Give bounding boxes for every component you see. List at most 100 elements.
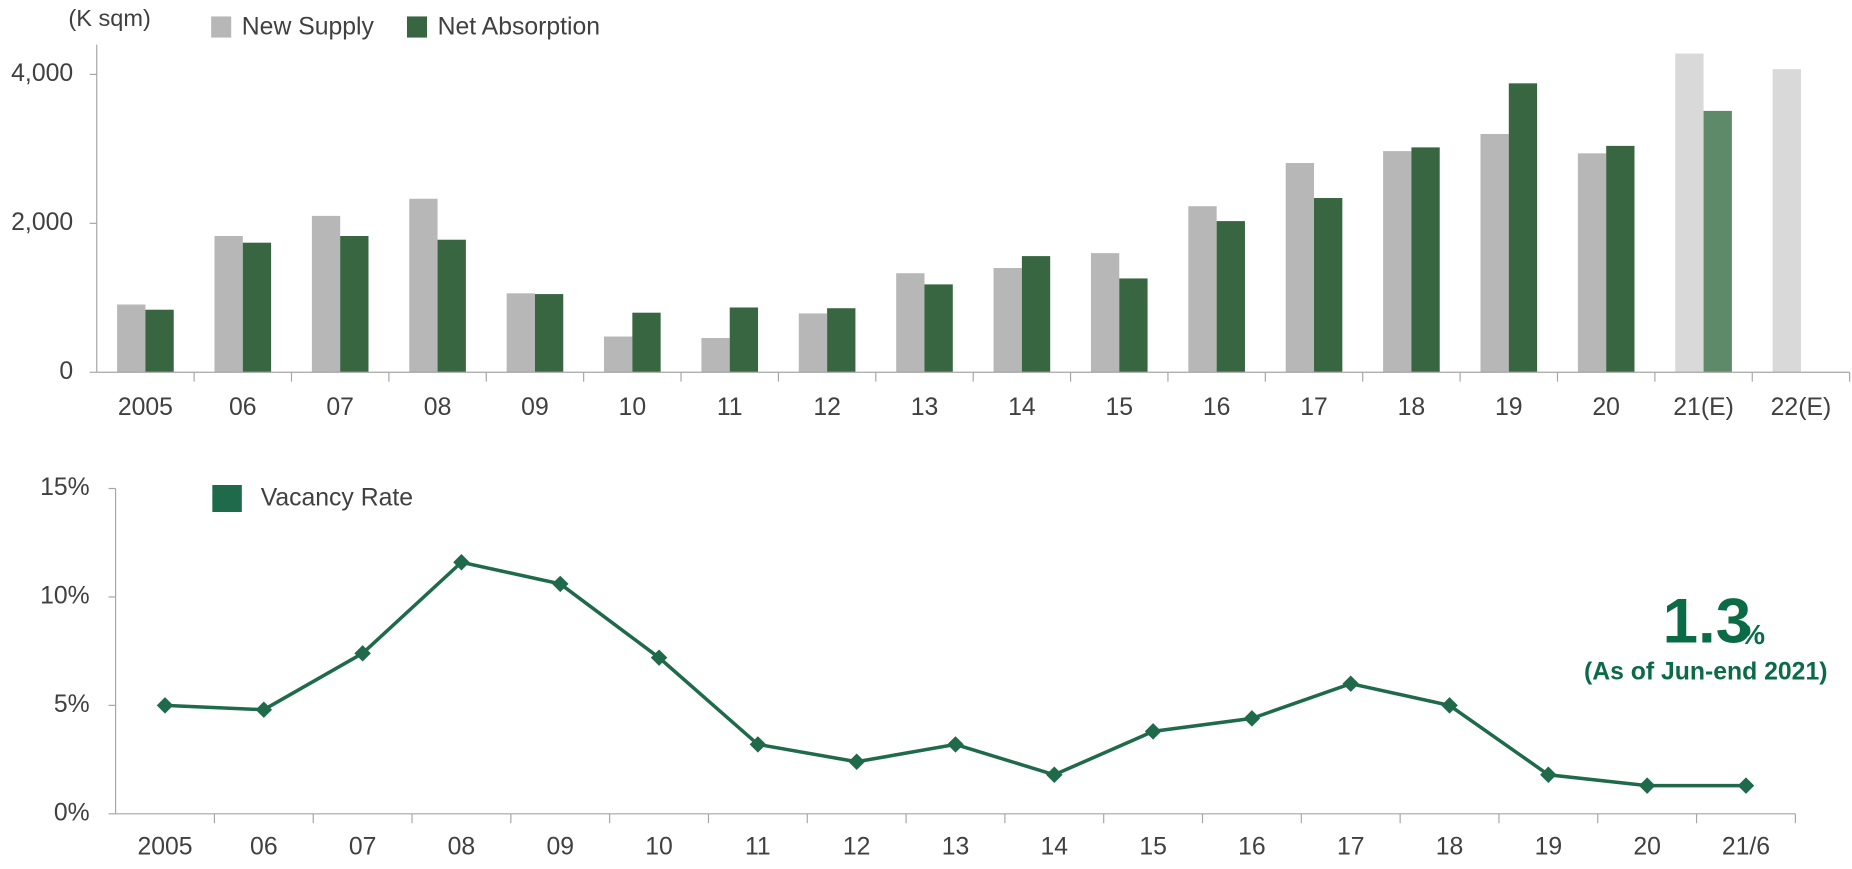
marker xyxy=(1342,675,1359,692)
marker xyxy=(1737,777,1755,794)
x-tick-label: 06 xyxy=(229,394,257,421)
x-tick-label: 12 xyxy=(813,394,841,421)
bar xyxy=(1606,145,1635,373)
marker xyxy=(848,753,865,770)
legend-swatch xyxy=(406,16,428,38)
bar xyxy=(506,293,535,373)
x-tick-label: 15 xyxy=(1105,394,1133,421)
bar xyxy=(1508,83,1538,373)
marker xyxy=(1638,777,1656,794)
bar xyxy=(993,268,1022,373)
x-tick-label: 2005 xyxy=(137,833,192,860)
x-tick-label: 16 xyxy=(1238,833,1266,860)
marker xyxy=(354,645,371,662)
x-tick-label: 20 xyxy=(1592,394,1620,421)
x-tick-label: 10 xyxy=(645,833,673,860)
bar xyxy=(1090,253,1120,373)
x-tick-label: 20 xyxy=(1633,833,1661,860)
marker xyxy=(1046,766,1063,783)
x-tick-label: 21/6 xyxy=(1722,833,1770,860)
marker xyxy=(255,701,273,718)
x-tick-label: 09 xyxy=(546,833,574,860)
bar xyxy=(798,313,828,373)
marker xyxy=(453,554,470,571)
x-tick-label: 22(E) xyxy=(1771,394,1832,421)
bar xyxy=(701,338,730,373)
x-tick-label: 13 xyxy=(911,394,939,421)
y-tick-label: 5% xyxy=(54,691,90,718)
bar xyxy=(145,309,174,373)
bar xyxy=(409,198,438,373)
bar xyxy=(1216,221,1245,373)
bar xyxy=(1188,206,1217,373)
bar xyxy=(214,235,243,373)
bar xyxy=(1675,53,1704,373)
bar xyxy=(1021,256,1051,373)
x-tick-label: 21(E) xyxy=(1673,394,1734,421)
marker xyxy=(156,697,174,714)
x-tick-label: 06 xyxy=(250,833,278,860)
bar xyxy=(632,312,661,373)
x-tick-label: 17 xyxy=(1337,833,1365,860)
annotation-value: 1.3 xyxy=(1663,586,1752,657)
y-tick-label: 15% xyxy=(40,474,90,501)
annotation-unit: % xyxy=(1740,618,1765,650)
x-tick-label: 08 xyxy=(424,394,452,421)
x-tick-label: 19 xyxy=(1495,394,1523,421)
y-tick-label: 0 xyxy=(59,358,73,385)
x-tick-label: 10 xyxy=(619,394,647,421)
legend-label: New Supply xyxy=(242,14,375,41)
bar xyxy=(1577,153,1607,373)
bar xyxy=(924,284,953,373)
legend-swatch xyxy=(211,16,232,38)
bar xyxy=(827,308,856,373)
x-tick-label: 07 xyxy=(326,394,354,421)
bar xyxy=(437,239,466,373)
bar xyxy=(534,294,564,373)
y-tick-label: 0% xyxy=(54,799,90,826)
x-tick-label: 14 xyxy=(1041,833,1069,860)
bar xyxy=(1480,133,1509,373)
y-tick-label: 10% xyxy=(40,583,90,610)
bar xyxy=(1703,110,1732,373)
x-tick-label: 19 xyxy=(1535,833,1563,860)
x-tick-label: 08 xyxy=(448,833,476,860)
legend-label: Vacancy Rate xyxy=(261,485,413,512)
x-tick-label: 09 xyxy=(521,394,549,421)
bar xyxy=(311,215,341,373)
bar xyxy=(1772,69,1801,373)
x-tick-label: 18 xyxy=(1398,394,1426,421)
bar xyxy=(117,304,146,373)
bar xyxy=(340,235,369,373)
x-tick-label: 17 xyxy=(1300,394,1328,421)
marker xyxy=(650,649,668,666)
x-tick-label: 07 xyxy=(349,833,377,860)
y-tick-label: 4,000 xyxy=(11,60,73,87)
bar xyxy=(1119,278,1148,373)
bar xyxy=(1383,151,1412,373)
marker xyxy=(1243,710,1261,727)
legend-swatch xyxy=(212,484,242,513)
marker xyxy=(947,736,964,753)
unit-label: (K sqm) xyxy=(68,5,150,31)
x-tick-label: 11 xyxy=(717,394,743,421)
x-tick-label: 11 xyxy=(745,833,771,860)
annotation-note: (As of Jun-end 2021) xyxy=(1584,658,1828,685)
marker xyxy=(1144,723,1162,740)
x-tick-label: 18 xyxy=(1436,833,1464,860)
bar xyxy=(604,336,633,373)
x-tick-label: 16 xyxy=(1203,394,1231,421)
marker xyxy=(1441,697,1458,714)
x-tick-label: 2005 xyxy=(118,394,173,421)
bar xyxy=(1314,198,1343,373)
bar xyxy=(896,273,925,373)
marker xyxy=(1540,766,1557,783)
x-tick-label: 15 xyxy=(1139,833,1167,860)
bar xyxy=(729,307,759,373)
bar xyxy=(1285,163,1315,373)
x-tick-label: 12 xyxy=(843,833,871,860)
x-tick-label: 14 xyxy=(1008,394,1036,421)
y-tick-label: 2,000 xyxy=(11,209,73,236)
bar xyxy=(1411,147,1440,373)
x-tick-label: 13 xyxy=(942,833,970,860)
